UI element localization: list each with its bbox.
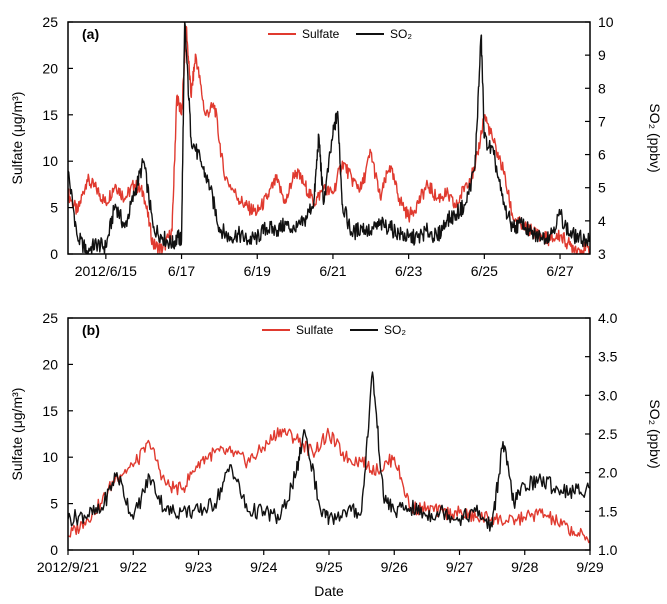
x-tick-label: 9/25	[315, 559, 342, 575]
y-right-tick-label: 8	[598, 80, 606, 96]
y-right-tick-label: 10	[598, 14, 614, 30]
y-right-tick-label: 9	[598, 47, 606, 63]
x-tick-label: 6/19	[244, 263, 271, 279]
y-right-tick-label: 4	[598, 213, 606, 229]
x-tick-label: 9/27	[446, 559, 473, 575]
y-left-tick-label: 15	[42, 107, 58, 123]
x-tick-label: 9/28	[511, 559, 538, 575]
x-tick-label: 6/27	[546, 263, 573, 279]
y-right-tick-label: 3.5	[598, 349, 618, 365]
y-right-tick-label: 1.0	[598, 542, 618, 558]
y-left-tick-label: 0	[50, 542, 58, 558]
legend-sulfate-label: Sulfate	[296, 323, 334, 337]
x-tick-label: 9/24	[250, 559, 277, 575]
y-left-tick-label: 20	[42, 60, 58, 76]
y-right-tick-label: 7	[598, 113, 606, 129]
series-line-sulfate	[68, 427, 590, 544]
y-right-tick-label: 5	[598, 180, 606, 196]
plot-frame	[67, 21, 591, 255]
series-line-so2	[68, 371, 590, 532]
y-left-tick-label: 15	[42, 403, 58, 419]
x-tick-label: 9/26	[381, 559, 408, 575]
y-left-axis-label: Sulfate (μg/m³)	[9, 92, 25, 185]
y-left-tick-label: 10	[42, 153, 58, 169]
y-left-axis-label: Sulfate (μg/m³)	[9, 388, 25, 481]
x-tick-label: 6/21	[319, 263, 346, 279]
y-left-tick-label: 25	[42, 14, 58, 30]
x-tick-label: 9/22	[120, 559, 147, 575]
y-right-tick-label: 3	[598, 246, 606, 262]
x-tick-label: 6/17	[168, 263, 195, 279]
y-right-axis-label: SO₂ (ppbv)	[647, 399, 663, 468]
panel-a: 0 5 10 15 20 25 3 4 5 6 7 8 9 10 2012/6/15 6/17 6/19 6/21…	[9, 14, 663, 279]
plot-area	[68, 22, 590, 254]
panel-b: 0 5 10 15 20 25 1.0 1.5 2.0 2.5 3.0 3.5 4.0 2012/9/21…	[9, 310, 663, 599]
y-left-tick-label: 25	[42, 310, 58, 326]
y-right-tick-label: 2.0	[598, 465, 618, 481]
plot-area	[68, 371, 590, 544]
legend-so2-label: SO₂	[390, 27, 412, 41]
y-right-tick-label: 4.0	[598, 310, 618, 326]
x-tick-label: 9/23	[185, 559, 212, 575]
x-axis-label: Date	[314, 583, 344, 599]
y-right-tick-label: 3.0	[598, 387, 618, 403]
y-right-axis-label: SO₂ (ppbv)	[647, 103, 663, 172]
x-tick-label: 6/25	[471, 263, 498, 279]
panel-label: (a)	[82, 26, 99, 42]
x-tick-label: 2012/9/21	[37, 559, 99, 575]
y-left-tick-label: 0	[50, 246, 58, 262]
legend-sulfate-label: Sulfate	[302, 27, 340, 41]
y-right-tick-label: 1.5	[598, 503, 618, 519]
y-left-tick-label: 5	[50, 200, 58, 216]
x-tick-label: 2012/6/15	[75, 263, 137, 279]
y-right-tick-label: 6	[598, 147, 606, 163]
y-left-tick-label: 5	[50, 496, 58, 512]
y-left-tick-label: 20	[42, 356, 58, 372]
panel-label: (b)	[82, 322, 100, 338]
x-tick-label: 9/29	[576, 559, 603, 575]
y-right-tick-label: 2.5	[598, 426, 618, 442]
x-tick-label: 6/23	[395, 263, 422, 279]
legend-so2-label: SO₂	[384, 323, 406, 337]
y-left-tick-label: 10	[42, 449, 58, 465]
series-line-so2	[68, 22, 590, 254]
